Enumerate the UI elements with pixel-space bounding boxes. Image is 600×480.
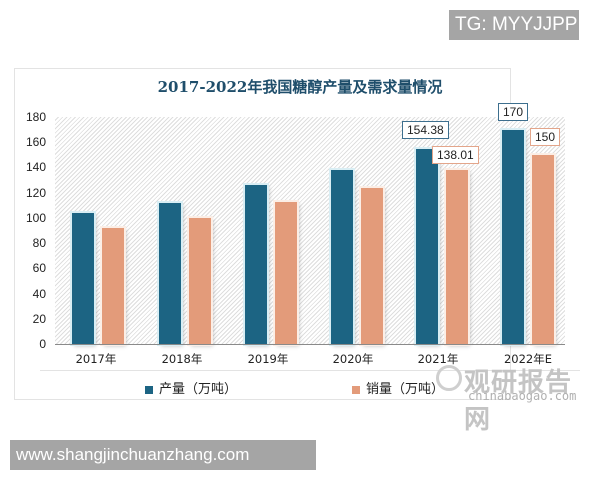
data-label-sales-2022: 150 xyxy=(530,128,561,146)
y-tick: 0 xyxy=(39,337,46,351)
y-tick: 160 xyxy=(25,135,46,149)
legend-label-sales: 销量（万吨） xyxy=(366,382,445,397)
legend-item-sales: 销量（万吨） xyxy=(352,378,444,397)
tg-watermark-label: TG: MYYJJPP xyxy=(449,10,579,40)
bar-production-2022 xyxy=(502,130,524,344)
legend-swatch-production xyxy=(145,385,153,394)
url-watermark-label: www.shangjinchuanzhang.com xyxy=(10,440,316,470)
y-tick: 100 xyxy=(25,211,46,225)
bar-production-2019 xyxy=(245,185,267,344)
legend-item-production: 产量（万吨） xyxy=(145,378,237,397)
bar-production-2020 xyxy=(331,170,353,344)
bar-sales-2017 xyxy=(102,228,124,344)
legend xyxy=(40,370,580,399)
plot-area xyxy=(55,117,565,344)
y-tick: 20 xyxy=(32,312,46,326)
y-tick: 180 xyxy=(25,110,46,124)
data-label-sales-2021: 138.01 xyxy=(432,146,479,164)
bar-production-2021 xyxy=(416,149,438,344)
data-label-production-2022: 170 xyxy=(498,103,529,121)
y-tick: 80 xyxy=(32,236,46,250)
legend-swatch-sales xyxy=(352,385,360,394)
watermark-logo-icon xyxy=(436,365,462,391)
y-tick: 140 xyxy=(25,160,46,174)
x-axis-line xyxy=(55,344,565,345)
y-tick: 60 xyxy=(32,261,46,275)
y-tick: 120 xyxy=(25,186,46,200)
bar-sales-2018 xyxy=(189,218,211,344)
y-tick: 40 xyxy=(32,287,46,301)
x-label: 2020年 xyxy=(332,352,374,366)
bar-sales-2020 xyxy=(361,188,383,344)
bar-production-2018 xyxy=(159,203,181,344)
watermark-en: chinabaogao.com xyxy=(468,389,577,403)
x-label: 2017年 xyxy=(75,352,117,366)
x-label: 2019年 xyxy=(247,352,289,366)
x-label: 2021年 xyxy=(417,352,459,366)
x-label: 2022年E xyxy=(503,352,553,366)
bar-sales-2022 xyxy=(532,155,554,344)
legend-label-production: 产量（万吨） xyxy=(159,382,238,397)
x-label: 2018年 xyxy=(161,352,203,366)
chart-title: 2017-2022年我国糖醇产量及需求量情况 xyxy=(157,78,443,96)
bar-sales-2021 xyxy=(446,170,468,344)
bar-production-2017 xyxy=(72,213,94,344)
data-label-production-2021: 154.38 xyxy=(402,121,449,139)
watermark-cn: 观研报告网 xyxy=(464,368,573,435)
bar-sales-2019 xyxy=(275,202,297,344)
